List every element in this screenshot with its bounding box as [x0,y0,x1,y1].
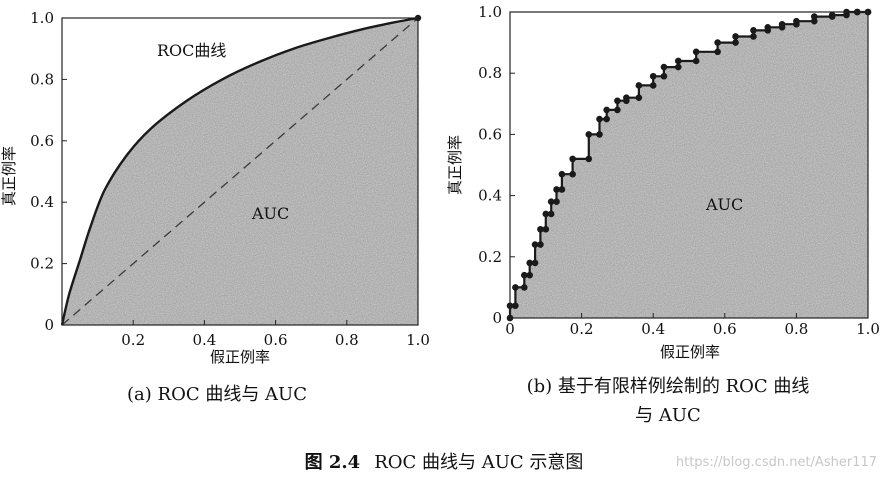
y-tick-label-a: 1.0 [30,9,54,27]
figure-caption-label: 图 2.4 [305,452,361,473]
chart-a: 0 0.2 0.4 0.6 0.8 1.0 0.2 0.4 0.6 0.8 1.0 ROC曲线 A… [0,9,430,405]
auc-label-b: AUC [705,195,743,214]
figure-caption: 图 2.4 ROC 曲线与 AUC 示意图 [305,452,584,473]
diagonal-line [61,17,419,326]
y-tick-label-b: 1.0 [478,3,502,21]
x-tick-label-a: 0.6 [264,331,288,349]
y-tick-label-a: 0.8 [30,70,54,88]
roc-point-b [569,155,576,163]
roc-point-b [714,39,721,46]
roc-point-b [558,186,566,193]
y-tick-label-a: 0.6 [30,132,54,150]
figure-caption-text: ROC 曲线与 AUC 示意图 [374,452,583,473]
y-axis-label-a: 真正例率 [0,146,18,206]
roc-curve-a [60,16,419,326]
roc-point-b [828,11,836,19]
roc-point-b [512,302,519,310]
roc-point-b [623,94,630,101]
watermark: https://blog.csdn.net/Asher117 [676,455,877,470]
x-tick-label-a: 0.8 [335,331,359,349]
x-tick-label-b: 0.4 [641,320,665,338]
auc-area-b [510,12,868,318]
roc-point-b [547,210,555,218]
roc-point-b [512,284,519,291]
x-tick-label-b: 0.2 [570,320,594,338]
y-tick-label-a: 0.2 [30,255,54,273]
y-tick-label-b: 0.2 [478,248,502,266]
roc-point-b [674,57,682,65]
roc-point-b [558,170,566,178]
caption-b-line2: 与 AUC [635,405,701,426]
roc-point-b [750,27,757,34]
roc-point-b [714,48,721,56]
x-tick-label-b: 0.6 [713,320,737,338]
x-tick-label-b: 0.8 [784,320,808,338]
roc-point-b [764,24,772,31]
roc-point-b [778,20,786,28]
roc-point-b [674,63,682,71]
roc-point-b [521,271,528,279]
roc-point-b [635,94,643,101]
y-tick-label-a: 0 [44,316,54,334]
roc-point-b [660,63,668,71]
y-tick-label-b: 0.4 [478,187,502,205]
caption-b-line1: (b) 基于有限样例绘制的 ROC 曲线 [527,376,810,397]
auc-label-a: AUC [251,204,289,223]
y-tick-label-b: 0.6 [478,125,502,143]
x-tick-label-b: 0 [505,320,515,338]
roc-point-b [542,210,550,218]
x-tick-label-a: 0.2 [121,331,145,349]
roc-point-b [811,17,818,25]
roc-point-b [692,48,700,56]
roc-point-b [537,225,544,233]
x-tick-label-a: 0.4 [192,331,216,349]
roc-point-b [526,259,533,267]
roc-point-b [569,170,576,178]
x-axis-label-b: 假正例率 [660,343,720,361]
roc-point-b [596,131,603,138]
roc-point-b [526,271,533,279]
roc-point-b [553,186,560,193]
roc-point-b [614,97,621,105]
roc-point-b [811,13,818,20]
roc-point-b [692,57,700,65]
y-tick-label-b: 0.8 [478,64,502,82]
roc-curve-label: ROC曲线 [157,41,226,60]
x-tick-label-a: 1.0 [406,331,430,349]
plot-frame-b [509,11,869,319]
caption-a: (a) ROC 曲线与 AUC [127,384,307,405]
y-axis-label-b: 真正例率 [446,135,464,195]
roc-point-b [553,198,560,206]
y-tick-label-b: 0 [492,309,502,327]
roc-point-b [547,198,555,206]
roc-point-b [732,33,739,40]
roc-point-b [649,82,657,89]
roc-point-b [537,241,544,248]
roc-point-b [660,72,668,80]
roc-point-b [603,106,610,114]
roc-point-b [793,17,800,25]
chart-b: 0 0.2 0.4 0.6 0.8 1.0 0 0.2 0.4 0.6 0.8 1.0 AUC 假正… [446,3,880,426]
roc-point-b [732,39,739,46]
plot-frame-a [61,17,419,326]
roc-point-b [585,155,593,163]
roc-point-b [531,259,539,267]
roc-point-b [542,225,550,233]
roc-point-b [603,115,610,123]
x-tick-label-b: 1.0 [856,320,880,338]
roc-point-b [596,115,603,123]
roc-point-b [521,284,528,291]
roc-point-b [635,82,643,89]
roc-point-b [531,241,539,248]
roc-point-b [585,131,593,138]
roc-point-b [649,72,657,80]
roc-point-b [750,33,757,40]
roc-point-b [614,106,621,114]
y-tick-label-a: 0.4 [30,193,54,211]
x-axis-label-a: 假正例率 [210,348,270,366]
